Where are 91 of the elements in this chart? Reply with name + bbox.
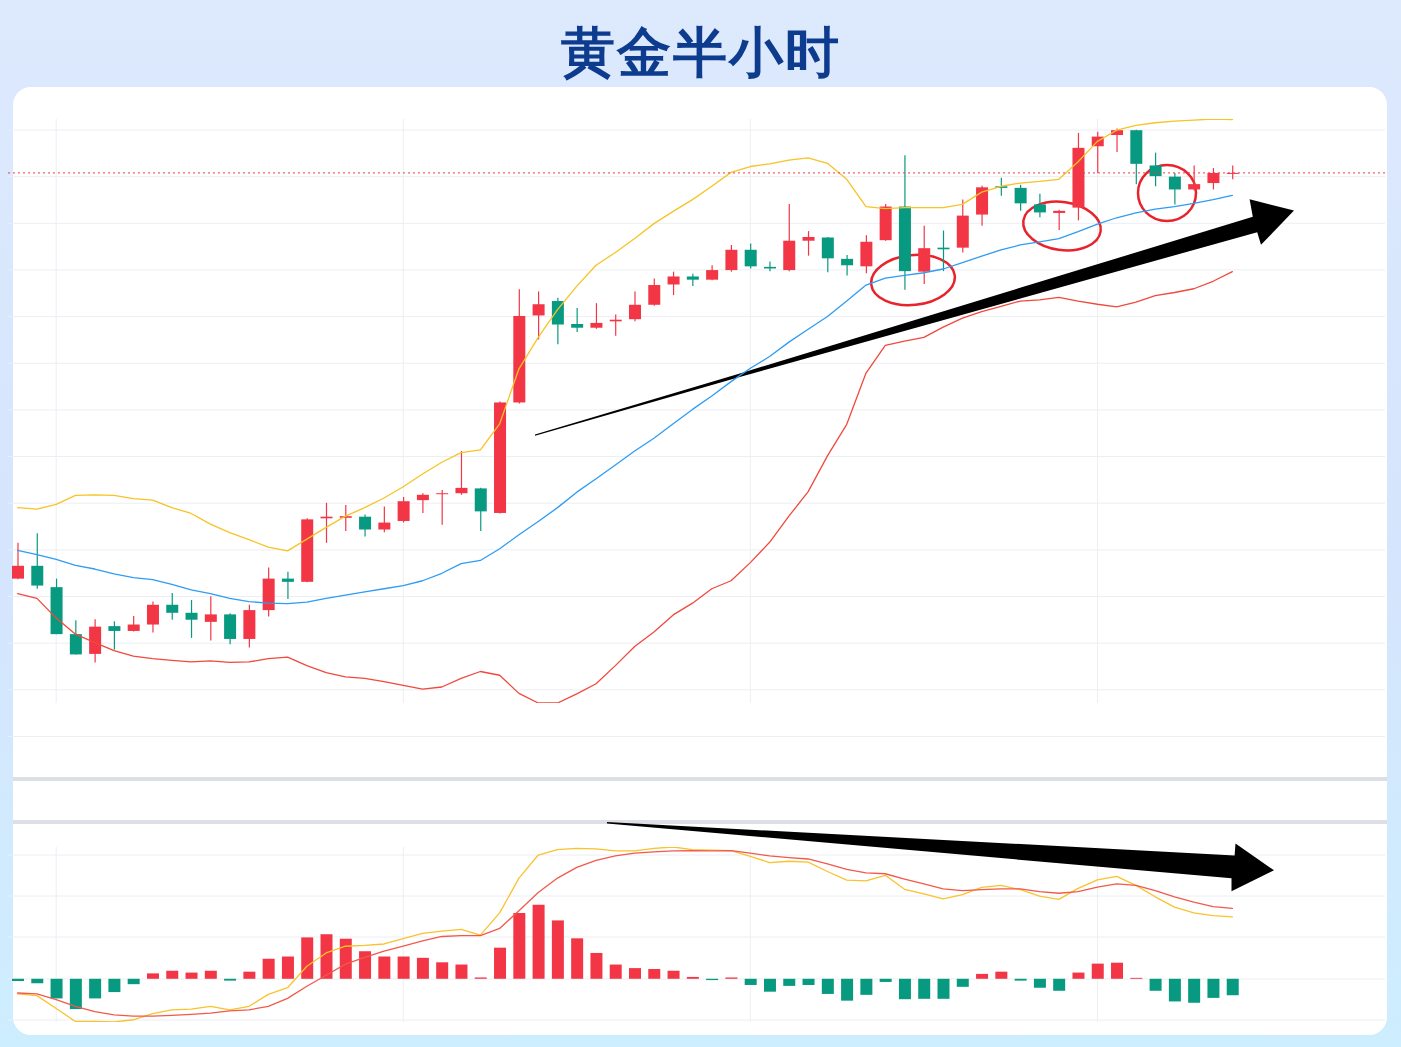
bar bbox=[648, 969, 661, 979]
candlestick bbox=[802, 230, 815, 257]
candlestick bbox=[185, 599, 198, 639]
bar bbox=[609, 964, 622, 979]
candlestick bbox=[590, 302, 603, 330]
candlestick bbox=[108, 620, 121, 651]
candlestick bbox=[821, 236, 834, 273]
bar bbox=[1072, 972, 1085, 979]
candlestick bbox=[1033, 193, 1046, 218]
bar bbox=[301, 937, 314, 979]
candlestick bbox=[1014, 184, 1027, 212]
bar bbox=[146, 973, 159, 979]
candlestick bbox=[166, 592, 179, 621]
bar bbox=[879, 978, 892, 982]
bar bbox=[1226, 978, 1239, 996]
bar bbox=[89, 978, 102, 999]
bar bbox=[783, 978, 796, 986]
candlestick bbox=[146, 600, 159, 634]
candlestick bbox=[629, 290, 641, 322]
bar bbox=[995, 971, 1008, 979]
candlestick bbox=[339, 504, 352, 532]
candlestick bbox=[725, 244, 738, 273]
bar bbox=[976, 973, 989, 979]
candlestick bbox=[397, 496, 410, 524]
bar bbox=[956, 978, 969, 987]
bar bbox=[571, 938, 584, 979]
bar bbox=[1091, 963, 1104, 979]
candlestick bbox=[1168, 172, 1181, 206]
bar bbox=[1207, 978, 1220, 998]
bar bbox=[166, 970, 179, 979]
bar bbox=[378, 956, 391, 979]
candlestick bbox=[1149, 152, 1162, 187]
bar bbox=[1168, 978, 1181, 1002]
bar bbox=[821, 978, 834, 994]
candlestick bbox=[841, 254, 854, 277]
bar bbox=[629, 968, 641, 979]
candlestick bbox=[744, 242, 757, 270]
candlestick bbox=[359, 513, 372, 538]
bar bbox=[744, 978, 757, 985]
candlestick bbox=[455, 450, 468, 496]
chart-title: 黄金半小时 bbox=[560, 20, 841, 86]
candlestick bbox=[918, 225, 931, 285]
bar bbox=[494, 947, 507, 979]
candlestick bbox=[571, 307, 584, 333]
candlestick bbox=[281, 571, 294, 600]
bar bbox=[513, 912, 526, 979]
bar bbox=[185, 972, 198, 979]
candlestick bbox=[204, 595, 217, 642]
bar bbox=[802, 978, 815, 985]
candlestick bbox=[378, 505, 391, 533]
bar bbox=[455, 964, 468, 979]
candlestick bbox=[1053, 209, 1066, 231]
bar bbox=[532, 904, 545, 979]
bar bbox=[1111, 962, 1124, 979]
candlestick bbox=[12, 542, 24, 580]
candlestick bbox=[667, 271, 680, 296]
bar bbox=[339, 938, 352, 979]
bar bbox=[1033, 978, 1046, 988]
bar bbox=[937, 978, 950, 999]
bar bbox=[667, 970, 680, 979]
candlestick bbox=[532, 290, 545, 341]
bar bbox=[50, 978, 63, 999]
bar bbox=[436, 962, 449, 979]
bar bbox=[127, 978, 140, 985]
bar bbox=[108, 978, 121, 993]
bar bbox=[1149, 978, 1162, 991]
bar bbox=[416, 957, 429, 979]
bar bbox=[243, 971, 256, 979]
candlestick bbox=[69, 619, 82, 656]
bar bbox=[1053, 978, 1066, 991]
bar bbox=[397, 956, 410, 979]
candlestick bbox=[31, 532, 44, 590]
bar bbox=[860, 978, 873, 995]
candlestick bbox=[474, 487, 487, 532]
bar bbox=[551, 920, 564, 979]
bar bbox=[69, 978, 82, 1010]
bar bbox=[359, 951, 372, 979]
bar bbox=[204, 970, 217, 979]
bar bbox=[1188, 978, 1201, 1003]
bar bbox=[590, 952, 603, 979]
bar bbox=[763, 978, 776, 992]
bar bbox=[918, 978, 931, 999]
candlestick bbox=[551, 297, 564, 345]
bar bbox=[281, 956, 294, 979]
bar bbox=[841, 978, 854, 1001]
bar bbox=[320, 934, 333, 979]
bar bbox=[898, 978, 911, 1000]
candlestick bbox=[648, 278, 661, 307]
bar bbox=[262, 958, 275, 979]
candlestick bbox=[416, 492, 429, 514]
candlestick bbox=[436, 489, 449, 526]
